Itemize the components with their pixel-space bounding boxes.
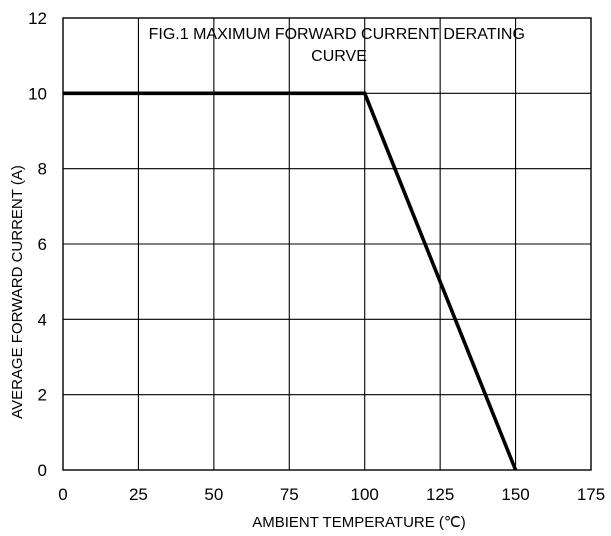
- x-tick-label: 50: [204, 485, 223, 504]
- x-tick-label: 0: [58, 485, 67, 504]
- y-tick-label: 8: [38, 160, 47, 179]
- x-tick-label: 100: [351, 485, 379, 504]
- x-tick-label: 150: [501, 485, 529, 504]
- y-tick-label: 0: [38, 461, 47, 480]
- chart-title-line-2: CURVE: [311, 48, 367, 65]
- y-tick-label: 12: [28, 9, 47, 28]
- series-layer: [63, 91, 518, 471]
- y-tick-label: 10: [28, 84, 47, 103]
- x-tick-labels: 0 25 50 75 100 125 150 175: [58, 485, 605, 504]
- x-tick-label: 25: [129, 485, 148, 504]
- y-tick-labels: 0 2 4 6 8 10 12: [28, 9, 47, 480]
- y-axis-title: AVERAGE FORWARD CURRENT (A): [9, 165, 26, 419]
- y-tick-label: 4: [38, 310, 47, 329]
- grid: [63, 18, 591, 470]
- x-tick-label: 75: [280, 485, 299, 504]
- y-tick-label: 6: [38, 235, 47, 254]
- chart-title: FIG.1 MAXIMUM FORWARD CURRENT DERATING C…: [149, 26, 530, 65]
- x-tick-label: 125: [426, 485, 454, 504]
- x-axis-title: AMBIENT TEMPERATURE (℃): [252, 514, 466, 531]
- chart-title-line-1: FIG.1 MAXIMUM FORWARD CURRENT DERATING: [149, 26, 525, 43]
- series-line: [63, 91, 518, 471]
- x-tick-label: 175: [577, 485, 605, 504]
- y-tick-label: 2: [38, 386, 47, 405]
- plot-area-border: [62, 17, 592, 471]
